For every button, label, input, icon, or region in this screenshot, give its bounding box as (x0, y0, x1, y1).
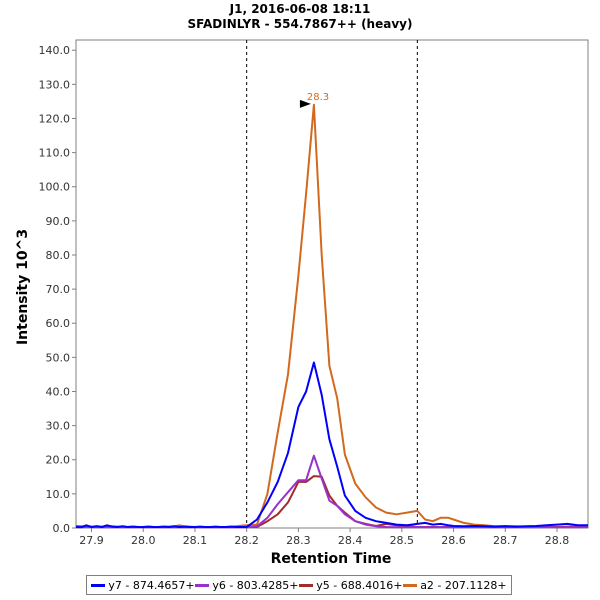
y-tick-label: 100.0 (39, 181, 71, 194)
y-tick-label: 140.0 (39, 44, 71, 57)
y-tick-label: 120.0 (39, 112, 71, 125)
x-tick-label: 28.1 (183, 534, 208, 547)
y-tick-label: 130.0 (39, 78, 71, 91)
y-tick-label: 20.0 (46, 454, 71, 467)
y-axis-label: Intensity 10^3 (15, 229, 31, 345)
x-tick-label: 28.4 (338, 534, 363, 547)
y-tick-label: 60.0 (46, 317, 71, 330)
chart-subtitle: SFADINLYR - 554.7867++ (heavy) (187, 17, 413, 31)
series-line-y7 (75, 361, 588, 529)
legend-swatch (403, 583, 418, 587)
y-tick-label: 40.0 (46, 385, 71, 398)
x-axis-label: Retention Time (271, 551, 392, 567)
legend-label: y5 - 688.4016+ (316, 578, 403, 592)
y-tick-label: 90.0 (46, 215, 71, 228)
y-tick-label: 80.0 (46, 249, 71, 262)
chart-legend: y7 - 874.4657+ y6 - 803.4285+ y5 - 688.401… (86, 575, 512, 595)
legend-swatch (91, 583, 106, 587)
legend-label: y7 - 874.4657+ (108, 578, 195, 592)
chart-title: J1, 2016-06-08 18:11 (229, 2, 371, 16)
plot-area (75, 39, 589, 529)
y-tick-label: 110.0 (39, 147, 71, 160)
peak-arrow-icon (299, 99, 311, 108)
y-tick-label: 50.0 (46, 351, 71, 364)
y-tick-label: 10.0 (46, 488, 71, 501)
y-tick-label: 70.0 (46, 283, 71, 296)
legend-item: y6 - 803.4285+ (195, 578, 299, 592)
x-tick-label: 28.5 (390, 534, 415, 547)
legend-item: y5 - 688.4016+ (299, 579, 402, 592)
peak-label: 28.3 (307, 92, 329, 103)
y-tick-label: 30.0 (46, 420, 71, 433)
x-tick-label: 28.6 (441, 534, 466, 547)
legend-item: y7 - 874.4657+ (91, 578, 195, 592)
y-tick-label: 0.0 (53, 522, 71, 535)
legend-label: a2 - 207.1128+ (420, 578, 507, 592)
legend-swatch (299, 583, 314, 587)
legend-item: a2 - 207.1128+ (403, 578, 507, 592)
x-tick-label: 28.7 (493, 534, 518, 547)
x-tick-label: 28.0 (131, 534, 156, 547)
x-tick-label: 28.3 (286, 534, 311, 547)
x-tick-label: 27.9 (79, 534, 104, 547)
legend-swatch (195, 583, 210, 587)
x-tick-label: 28.8 (545, 534, 570, 547)
legend-label: y6 - 803.4285+ (212, 578, 299, 592)
x-tick-label: 28.2 (234, 534, 259, 547)
